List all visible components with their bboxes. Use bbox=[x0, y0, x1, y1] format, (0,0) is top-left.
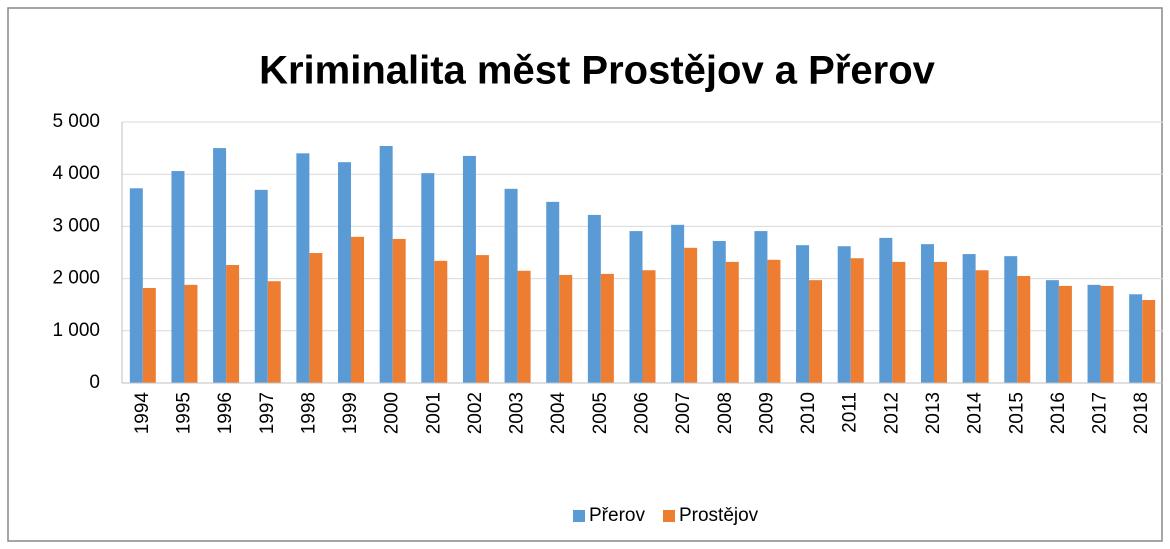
bar bbox=[629, 231, 643, 383]
bar bbox=[517, 270, 531, 383]
bar bbox=[184, 284, 198, 383]
bar bbox=[1045, 280, 1059, 383]
x-tick-label: 1999 bbox=[340, 392, 361, 434]
bar bbox=[1129, 294, 1143, 383]
y-tick-label: 0 bbox=[89, 372, 100, 393]
bar bbox=[892, 261, 906, 383]
x-tick-label: 1994 bbox=[132, 392, 153, 435]
bar bbox=[254, 189, 268, 383]
x-tick-label: 2002 bbox=[465, 392, 486, 434]
bar bbox=[879, 237, 893, 383]
bar bbox=[296, 153, 310, 383]
x-tick-label: 2016 bbox=[1048, 392, 1069, 434]
legend-label: Prostějov bbox=[679, 505, 759, 526]
legend-swatch bbox=[662, 510, 675, 522]
bar bbox=[600, 273, 614, 383]
x-tick-label: 2009 bbox=[756, 392, 777, 434]
bar bbox=[475, 255, 489, 383]
x-tick-label: 2003 bbox=[507, 392, 528, 434]
bar bbox=[1087, 284, 1101, 383]
bar bbox=[1058, 285, 1072, 383]
y-tick-label: 3 000 bbox=[52, 215, 100, 236]
x-tick-label: 2018 bbox=[1131, 392, 1152, 434]
bar bbox=[671, 224, 685, 383]
bar bbox=[129, 188, 143, 383]
x-tick-label: 2013 bbox=[923, 392, 944, 434]
bar bbox=[767, 259, 781, 383]
x-tick-label: 2014 bbox=[965, 392, 986, 435]
x-tick-label: 2000 bbox=[382, 392, 403, 434]
bar bbox=[226, 265, 240, 383]
bar bbox=[850, 258, 864, 383]
bar bbox=[309, 253, 323, 383]
x-tick-label: 2004 bbox=[548, 392, 569, 435]
x-tick-label: 2008 bbox=[715, 392, 736, 434]
bar bbox=[351, 236, 365, 383]
x-tick-label: 2010 bbox=[798, 392, 819, 434]
bar bbox=[267, 281, 281, 383]
bar bbox=[434, 260, 448, 383]
x-tick-label: 1995 bbox=[173, 392, 194, 434]
x-tick-label: 2011 bbox=[840, 392, 861, 433]
bar bbox=[421, 173, 435, 383]
bar bbox=[684, 247, 698, 383]
x-tick-label: 2001 bbox=[423, 392, 444, 434]
bar bbox=[933, 261, 947, 383]
bar bbox=[142, 287, 156, 383]
bar bbox=[462, 155, 476, 383]
bar bbox=[587, 214, 601, 383]
bar bbox=[837, 246, 851, 383]
bar bbox=[392, 238, 406, 383]
bar bbox=[171, 171, 185, 383]
bar bbox=[962, 254, 976, 383]
x-tick-label: 2005 bbox=[590, 392, 611, 434]
bar bbox=[920, 244, 934, 383]
y-tick-label: 5 000 bbox=[52, 111, 100, 132]
x-tick-label: 2017 bbox=[1090, 392, 1111, 434]
bar bbox=[975, 270, 989, 383]
bar bbox=[754, 231, 768, 383]
x-tick-label: 1998 bbox=[298, 392, 319, 434]
legend-swatch bbox=[573, 510, 585, 522]
y-tick-label: 2 000 bbox=[52, 268, 100, 289]
x-tick-label: 2006 bbox=[632, 392, 653, 434]
x-tick-label: 1997 bbox=[257, 392, 278, 434]
bar bbox=[559, 274, 573, 383]
bar bbox=[1004, 256, 1018, 383]
y-tick-label: 4 000 bbox=[52, 163, 100, 184]
bar bbox=[1100, 285, 1114, 383]
x-tick-label: 2012 bbox=[881, 392, 902, 434]
x-tick-label: 2015 bbox=[1006, 392, 1027, 434]
bar bbox=[213, 148, 227, 383]
bar bbox=[379, 146, 393, 383]
bar bbox=[809, 280, 823, 383]
bar bbox=[1142, 300, 1156, 383]
bar bbox=[504, 188, 518, 383]
bar bbox=[712, 241, 726, 383]
chart-title: Kriminalita měst Prostějov a Přerov bbox=[259, 49, 936, 93]
bar bbox=[546, 201, 560, 383]
y-tick-label: 1 000 bbox=[52, 320, 100, 341]
legend-label: Přerov bbox=[589, 505, 645, 526]
bar bbox=[1017, 275, 1031, 383]
bar bbox=[725, 261, 739, 383]
x-tick-label: 1996 bbox=[215, 392, 236, 434]
bar bbox=[642, 270, 656, 383]
bar bbox=[796, 245, 810, 383]
bar bbox=[338, 162, 352, 383]
x-tick-label: 2007 bbox=[673, 392, 694, 434]
